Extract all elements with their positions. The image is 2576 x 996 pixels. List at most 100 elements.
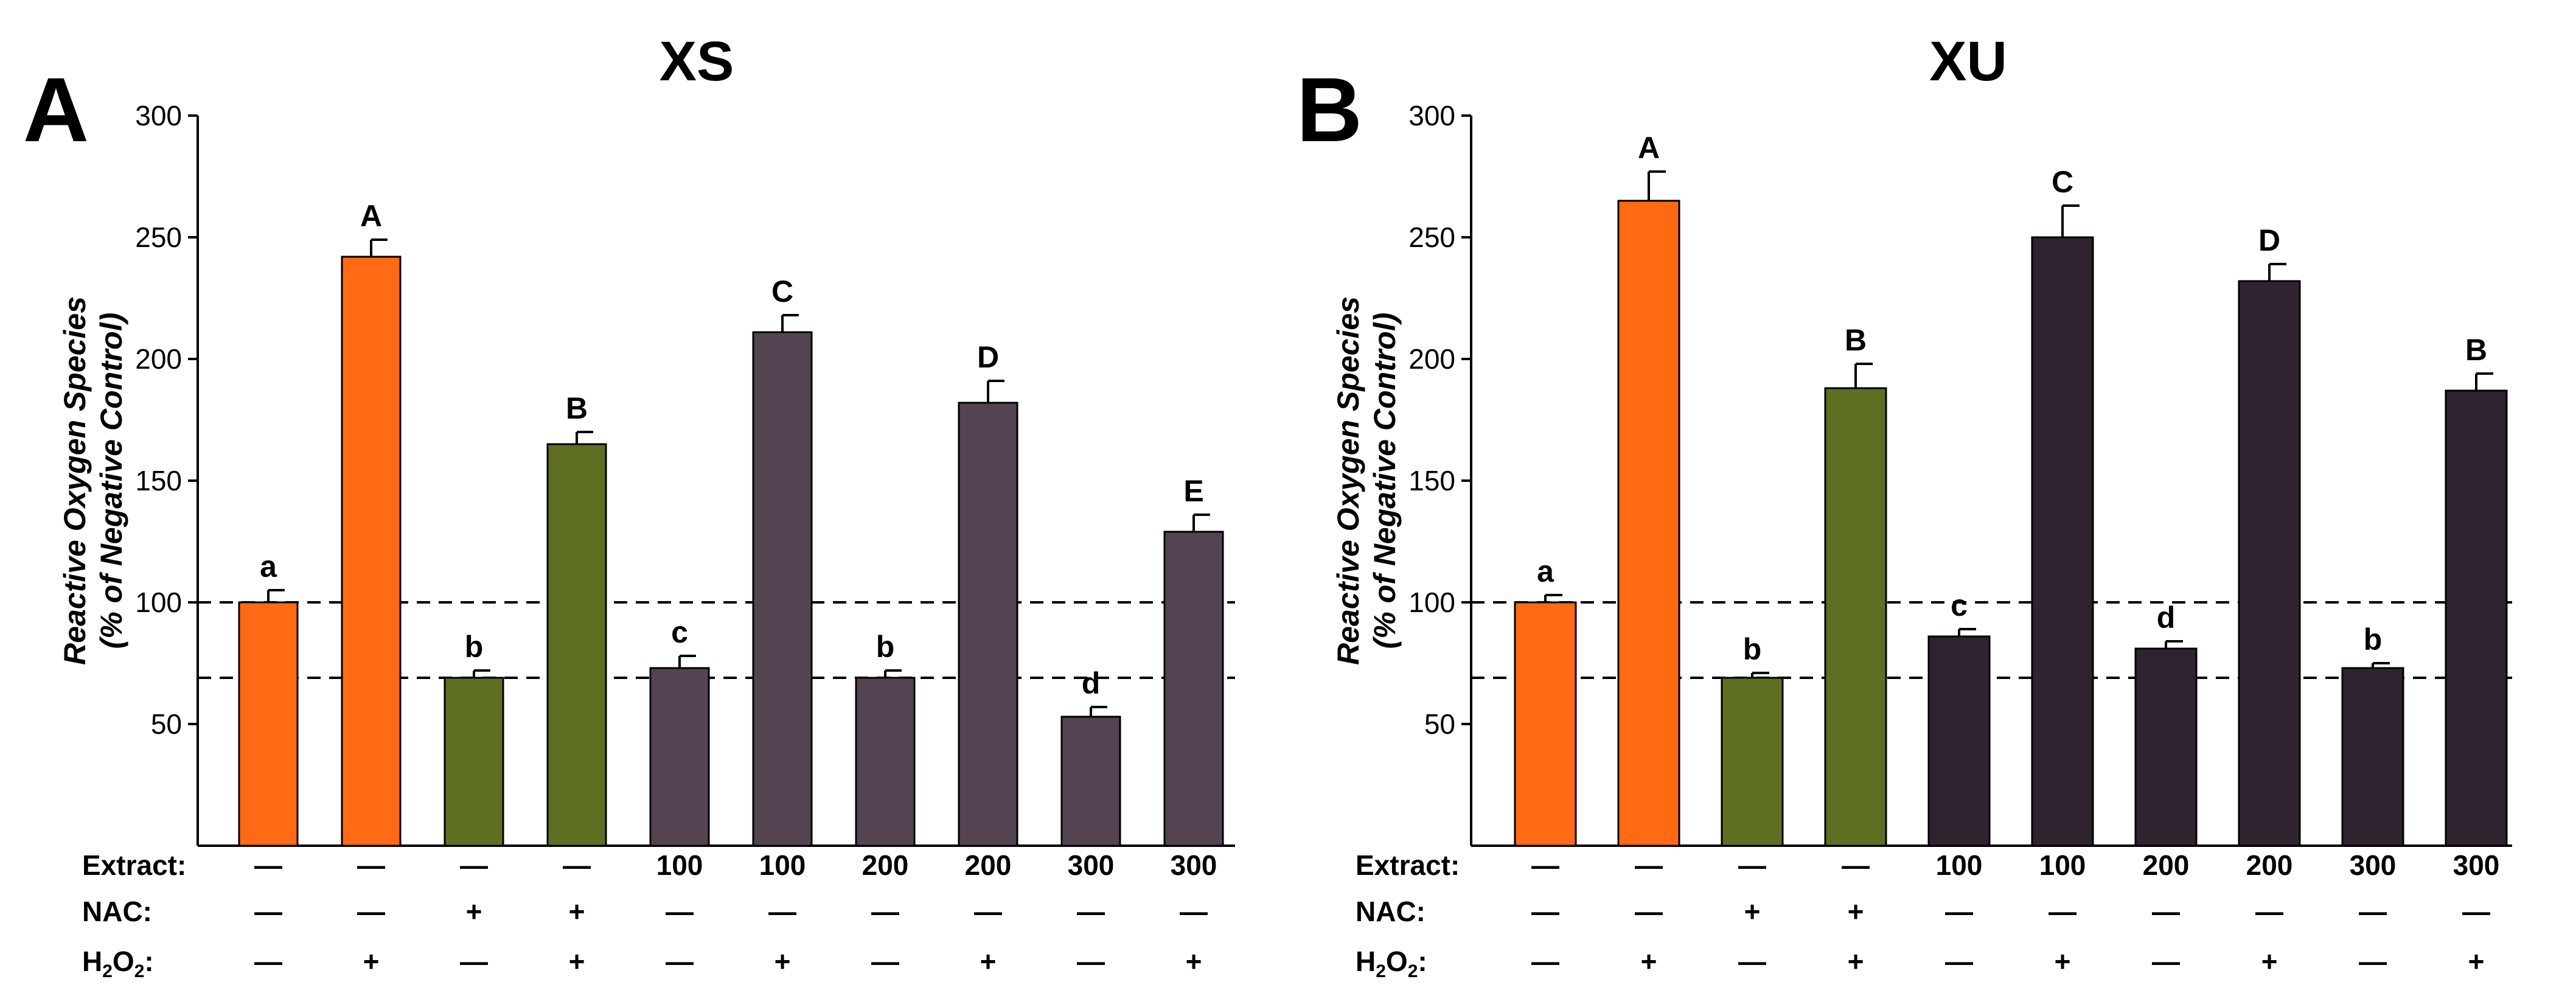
treatment-cell: — [1180,896,1208,927]
treatment-cell: — [2049,896,2076,927]
significance-letter: A [360,199,382,233]
treatment-cell: — [1077,946,1105,977]
bar [2341,667,2404,847]
y-tick-label: 150 [135,465,182,496]
treatment-cell: — [1531,849,1559,881]
panel-label: B [1297,58,1362,161]
treatment-cell: — [357,896,385,927]
significance-letter: C [2052,165,2073,199]
treatment-cell: + [1848,896,1864,927]
treatment-cell: — [2152,896,2180,927]
treatment-cell: — [357,849,385,881]
significance-letter: b [465,630,484,664]
treatment-cell: — [254,849,282,881]
treatment-cell: — [768,896,796,927]
significance-letter: c [1951,588,1968,622]
treatment-row-label: NAC: [1356,896,1426,927]
significance-letter: D [977,340,999,374]
treatment-cell: + [2261,946,2278,977]
treatment-label-subscript: 2 [1376,961,1386,981]
chart-panel-b: B XU Reactive Oxygen Species(% of Negative… [1297,30,2512,981]
treatment-cell: — [871,896,899,927]
treatment-cell: — [1738,849,1766,881]
treatment-cell: + [2468,946,2485,977]
treatment-label-part: H [1356,946,1376,977]
treatment-cell: — [1077,896,1105,927]
treatment-cell: — [1945,946,1973,977]
bar [2031,236,2094,847]
treatment-cell: 300 [2350,849,2397,881]
bar [1927,635,1991,847]
treatment-cell: + [569,946,585,977]
treatment-cell: + [2055,946,2071,977]
y-tick-label: 50 [151,708,182,740]
y-axis-label-line2: (% of Negative Control) [94,313,128,649]
treatment-row-label: Extract: [82,849,186,881]
treatment-cell: — [2359,896,2387,927]
treatment-label-part: O [1386,946,1408,977]
y-tick-label: 250 [135,221,182,253]
treatment-cell: — [1738,946,1766,977]
treatment-label-subscript: 2 [1408,961,1418,981]
treatment-row-label: Extract: [1356,849,1460,881]
treatment-cell: — [666,896,694,927]
treatment-cell: — [1945,896,1973,927]
significance-letter: a [260,549,277,583]
treatment-cell: — [666,946,694,977]
treatment-label-part: H [82,946,102,977]
treatment-cell: — [1531,946,1559,977]
bar [1060,716,1121,847]
y-tick-label: 100 [1408,587,1455,618]
treatment-cell: 100 [2039,849,2086,881]
treatment-cell: — [2359,946,2387,977]
treatment-cell: + [466,896,482,927]
y-tick-label: 50 [1424,708,1455,740]
panel-label: A [23,58,89,161]
treatment-label-subscript: 2 [102,961,113,981]
treatment-cell: — [460,849,488,881]
treatment-cell: — [2462,896,2490,927]
treatment-cell: — [2152,946,2180,977]
significance-letter: b [1743,632,1762,666]
bar [1514,601,1577,847]
treatment-cell: 300 [1171,849,1217,881]
treatment-cell: — [254,896,282,927]
treatment-cell: + [569,896,585,927]
bar [444,677,504,847]
treatment-cell: 300 [1068,849,1115,881]
treatment-cell: 200 [2246,849,2293,881]
significance-letter: d [2157,601,2176,635]
y-axis-label: Reactive Oxygen Species(% of Negative Co… [1331,296,1402,665]
treatment-row-label: H2O2: [82,946,154,981]
y-axis-label-line1: Reactive Oxygen Species [1331,296,1365,665]
y-tick-label: 300 [1408,100,1455,131]
significance-letter: b [2364,622,2383,656]
treatment-row-label: NAC: [82,896,152,927]
treatment-cell: 200 [2143,849,2190,881]
significance-letter: c [671,615,688,649]
treatment-cell: — [1531,896,1559,927]
significance-letter: B [566,391,588,425]
bar [1617,200,1680,847]
treatment-cell: + [363,946,380,977]
treatment-cell: + [1744,896,1761,927]
treatment-label-part: O [113,946,134,977]
bar [958,402,1018,847]
treatment-cell: + [1641,946,1657,977]
y-tick-label: 250 [1408,221,1455,253]
bar [855,677,916,847]
treatment-cell: 200 [862,849,909,881]
treatment-label-part: : [1418,946,1427,977]
treatment-cell: + [775,946,791,977]
bar [341,256,402,847]
y-axis-label-line1: Reactive Oxygen Species [58,296,92,665]
bar [2238,280,2301,847]
y-tick-label: 100 [135,587,182,618]
significance-letter: A [1638,131,1660,165]
bar [2445,389,2508,847]
treatment-label-subscript: 2 [134,961,145,981]
treatment-cell: + [1848,946,1864,977]
bar [546,443,607,847]
bar [1163,531,1224,847]
